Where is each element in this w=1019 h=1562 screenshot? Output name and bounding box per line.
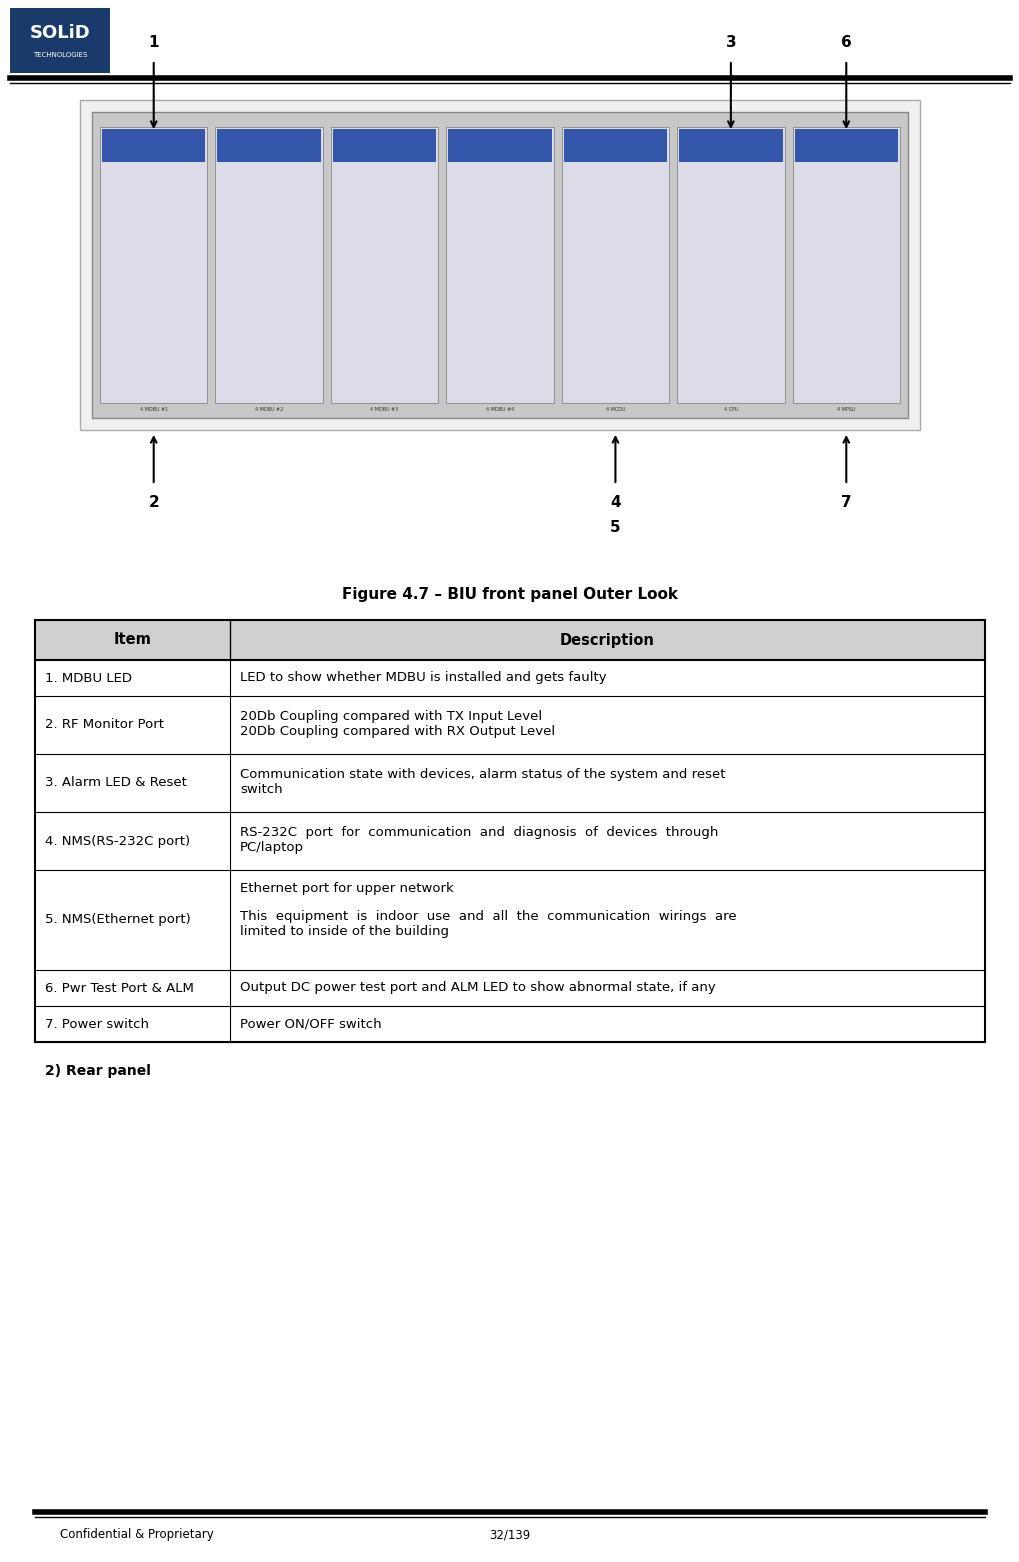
- Text: PC/laptop: PC/laptop: [239, 840, 304, 854]
- Bar: [10, 8, 110, 73]
- Text: 4 MDBU #3: 4 MDBU #3: [370, 408, 398, 412]
- Text: 4 MCDU: 4 MCDU: [605, 408, 625, 412]
- Bar: [35, 697, 984, 754]
- Text: 7. Power switch: 7. Power switch: [45, 1017, 149, 1031]
- Text: LED to show whether MDBU is installed and gets faulty: LED to show whether MDBU is installed an…: [239, 672, 606, 684]
- Text: Output DC power test port and ALM LED to show abnormal state, if any: Output DC power test port and ALM LED to…: [239, 981, 715, 995]
- Text: Description: Description: [559, 633, 654, 648]
- Text: 4 MDBU #4: 4 MDBU #4: [485, 408, 514, 412]
- Text: 1: 1: [149, 34, 159, 50]
- Bar: [215, 127, 323, 403]
- Text: 2. RF Monitor Port: 2. RF Monitor Port: [45, 719, 164, 731]
- Text: SOLiD: SOLiD: [30, 23, 91, 42]
- Text: 4 CPU: 4 CPU: [722, 408, 738, 412]
- Bar: [35, 870, 984, 970]
- Bar: [677, 127, 784, 403]
- Bar: [564, 130, 666, 162]
- Bar: [35, 661, 984, 697]
- Text: 20Db Coupling compared with TX Input Level: 20Db Coupling compared with TX Input Lev…: [239, 711, 541, 723]
- Bar: [561, 127, 668, 403]
- Bar: [35, 620, 984, 1042]
- Bar: [35, 1006, 984, 1042]
- Text: 7: 7: [840, 495, 851, 511]
- Text: 2) Rear panel: 2) Rear panel: [45, 1064, 151, 1078]
- Text: switch: switch: [239, 783, 282, 797]
- Text: 3: 3: [725, 34, 736, 50]
- Bar: [35, 620, 984, 661]
- Text: 4 MDBU #2: 4 MDBU #2: [255, 408, 283, 412]
- Bar: [102, 130, 205, 162]
- Bar: [35, 754, 984, 812]
- Bar: [35, 812, 984, 870]
- Text: 6. Pwr Test Port & ALM: 6. Pwr Test Port & ALM: [45, 981, 194, 995]
- Text: limited to inside of the building: limited to inside of the building: [239, 925, 448, 939]
- Text: RS-232C  port  for  communication  and  diagnosis  of  devices  through: RS-232C port for communication and diagn…: [239, 826, 717, 839]
- Bar: [447, 130, 551, 162]
- Bar: [35, 970, 984, 1006]
- Text: Confidential & Proprietary: Confidential & Proprietary: [60, 1528, 214, 1542]
- Text: Ethernet port for upper network: Ethernet port for upper network: [239, 883, 453, 895]
- Text: 32/139: 32/139: [489, 1528, 530, 1542]
- Text: 4 MPSU: 4 MPSU: [837, 408, 855, 412]
- Text: This  equipment  is  indoor  use  and  all  the  communication  wirings  are: This equipment is indoor use and all the…: [239, 911, 736, 923]
- Bar: [794, 130, 897, 162]
- Text: 5: 5: [609, 520, 621, 536]
- Text: Communication state with devices, alarm status of the system and reset: Communication state with devices, alarm …: [239, 769, 725, 781]
- Bar: [679, 130, 782, 162]
- Text: 3. Alarm LED & Reset: 3. Alarm LED & Reset: [45, 776, 186, 789]
- Text: Power ON/OFF switch: Power ON/OFF switch: [239, 1017, 381, 1031]
- Bar: [217, 130, 321, 162]
- Text: 4 MDBU #1: 4 MDBU #1: [140, 408, 168, 412]
- Text: 4: 4: [609, 495, 621, 511]
- Bar: [446, 127, 553, 403]
- Text: 6: 6: [840, 34, 851, 50]
- Text: 5. NMS(Ethernet port): 5. NMS(Ethernet port): [45, 914, 191, 926]
- Bar: [100, 127, 207, 403]
- Text: 2: 2: [148, 495, 159, 511]
- Text: 4. NMS(RS-232C port): 4. NMS(RS-232C port): [45, 834, 190, 848]
- Text: Figure 4.7 – BIU front panel Outer Look: Figure 4.7 – BIU front panel Outer Look: [341, 587, 678, 603]
- Bar: [79, 100, 919, 430]
- Bar: [792, 127, 899, 403]
- Text: Item: Item: [113, 633, 151, 648]
- Bar: [92, 112, 907, 419]
- Text: TECHNOLOGIES: TECHNOLOGIES: [33, 52, 87, 58]
- Text: 20Db Coupling compared with RX Output Level: 20Db Coupling compared with RX Output Le…: [239, 725, 554, 737]
- Text: 1. MDBU LED: 1. MDBU LED: [45, 672, 131, 684]
- Bar: [330, 127, 438, 403]
- Bar: [332, 130, 436, 162]
